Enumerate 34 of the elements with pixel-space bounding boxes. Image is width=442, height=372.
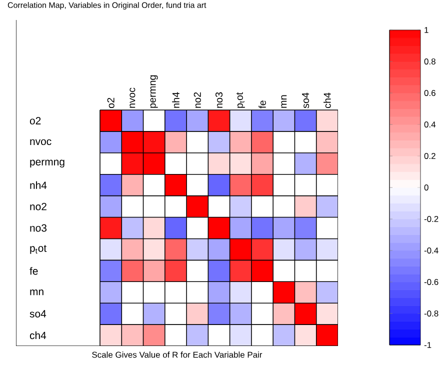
color-bar-label: 0.6: [424, 90, 436, 96]
x-tick-label: no2: [194, 92, 201, 108]
x-tick-label: p$_{t}$ot: [236, 92, 245, 108]
color-bar-label: -0.2: [424, 216, 438, 222]
color-bar-label: 0: [424, 184, 428, 190]
y-tick-label: fe: [30, 267, 38, 275]
color-bar-label: 0.4: [424, 122, 436, 128]
y-tick-label: mn: [30, 290, 44, 296]
x-tick-label: no3: [215, 92, 223, 108]
color-bar-label: 0.2: [424, 153, 436, 159]
y-tick-label: no2: [30, 202, 46, 210]
y-tick-label: no3: [30, 224, 47, 232]
y-tick-label: ch4: [30, 331, 46, 340]
y-tick-label: nh4: [30, 181, 47, 189]
color-bar-label: -0.6: [424, 279, 438, 285]
y-tick-label: so4: [30, 310, 46, 318]
color-bar-label: 1: [424, 27, 428, 33]
y-tick-label: permng: [30, 160, 64, 168]
x-tick-label: permng: [150, 75, 158, 108]
x-tick-label: ch4: [324, 92, 331, 108]
color-bar-label: -0.8: [424, 310, 438, 316]
x-tick-label: mn: [281, 95, 287, 108]
color-bar-label: -0.4: [424, 248, 438, 254]
x-tick-label: nvoc: [130, 88, 136, 108]
x-axis-title: Scale Gives Value of R for Each Variable Pair: [92, 352, 262, 358]
x-tick-label: nh4: [172, 92, 180, 108]
color-bar-label: 0.8: [424, 58, 436, 64]
y-tick-label: nvoc: [30, 139, 52, 146]
y-tick-label: o2: [30, 117, 41, 124]
x-tick-label: fe: [258, 100, 266, 108]
x-tick-label: o2: [107, 98, 114, 108]
y-tick-label: p$_{t}$ot: [30, 245, 47, 254]
x-tick-label: so4: [302, 92, 310, 108]
color-bar-label: -1: [424, 342, 432, 348]
